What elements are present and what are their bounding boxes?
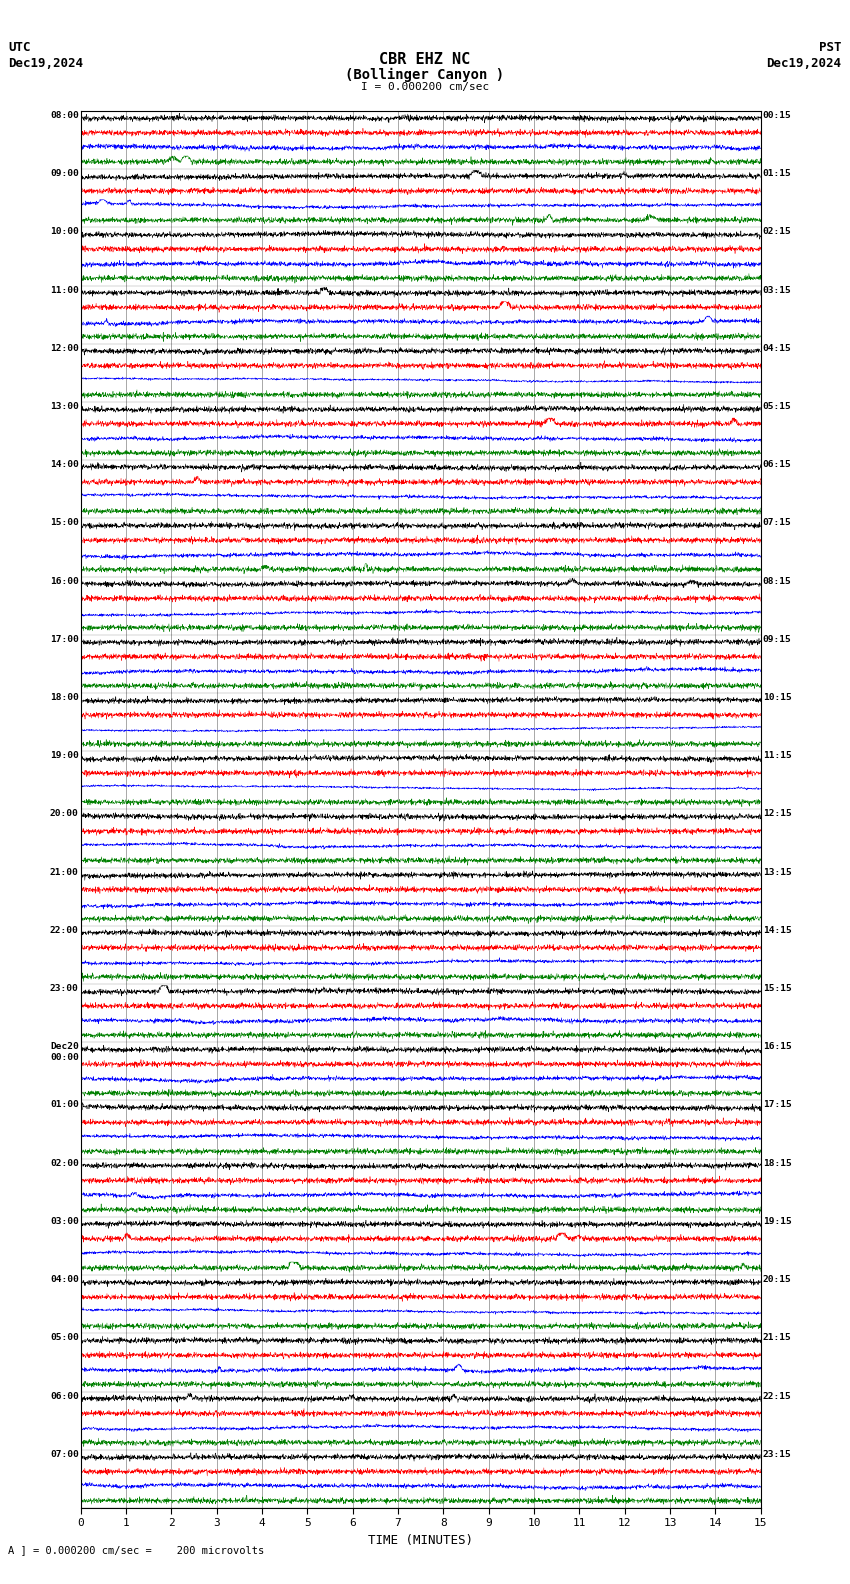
Text: 01:15: 01:15 xyxy=(762,169,791,177)
Text: 04:15: 04:15 xyxy=(762,344,791,353)
Text: 07:15: 07:15 xyxy=(762,518,791,527)
Text: 16:00: 16:00 xyxy=(50,577,79,586)
Text: PST: PST xyxy=(819,41,842,54)
Text: 22:15: 22:15 xyxy=(762,1391,791,1400)
Text: 22:00: 22:00 xyxy=(50,925,79,935)
Text: Dec20
00:00: Dec20 00:00 xyxy=(50,1042,79,1061)
Text: 10:15: 10:15 xyxy=(762,692,791,702)
Text: Dec19,2024: Dec19,2024 xyxy=(8,57,83,70)
Text: 11:15: 11:15 xyxy=(762,751,791,760)
Text: (Bollinger Canyon ): (Bollinger Canyon ) xyxy=(345,68,505,82)
Text: Dec19,2024: Dec19,2024 xyxy=(767,57,842,70)
Text: 17:15: 17:15 xyxy=(762,1101,791,1109)
Text: 21:15: 21:15 xyxy=(762,1334,791,1342)
Text: 16:15: 16:15 xyxy=(762,1042,791,1052)
Text: 08:15: 08:15 xyxy=(762,577,791,586)
Text: 17:00: 17:00 xyxy=(50,635,79,643)
Text: 18:15: 18:15 xyxy=(762,1159,791,1167)
Text: 09:00: 09:00 xyxy=(50,169,79,177)
Text: 12:00: 12:00 xyxy=(50,344,79,353)
Text: 03:15: 03:15 xyxy=(762,285,791,295)
Text: 08:00: 08:00 xyxy=(50,111,79,120)
Text: 13:00: 13:00 xyxy=(50,402,79,410)
Text: 02:15: 02:15 xyxy=(762,227,791,236)
Text: 01:00: 01:00 xyxy=(50,1101,79,1109)
Text: 13:15: 13:15 xyxy=(762,868,791,876)
Text: UTC: UTC xyxy=(8,41,31,54)
Text: 10:00: 10:00 xyxy=(50,227,79,236)
Text: CBR EHZ NC: CBR EHZ NC xyxy=(379,52,471,67)
Text: 15:00: 15:00 xyxy=(50,518,79,527)
Text: 02:00: 02:00 xyxy=(50,1159,79,1167)
Text: 11:00: 11:00 xyxy=(50,285,79,295)
Text: 06:15: 06:15 xyxy=(762,459,791,469)
Text: 23:00: 23:00 xyxy=(50,984,79,993)
Text: 05:00: 05:00 xyxy=(50,1334,79,1342)
Text: 06:00: 06:00 xyxy=(50,1391,79,1400)
Text: 03:00: 03:00 xyxy=(50,1217,79,1226)
Text: 15:15: 15:15 xyxy=(762,984,791,993)
Text: 21:00: 21:00 xyxy=(50,868,79,876)
Text: I = 0.000200 cm/sec: I = 0.000200 cm/sec xyxy=(361,82,489,92)
Text: 19:15: 19:15 xyxy=(762,1217,791,1226)
Text: 04:00: 04:00 xyxy=(50,1275,79,1285)
Text: A ] = 0.000200 cm/sec =    200 microvolts: A ] = 0.000200 cm/sec = 200 microvolts xyxy=(8,1546,264,1555)
Text: 14:00: 14:00 xyxy=(50,459,79,469)
Text: 07:00: 07:00 xyxy=(50,1449,79,1459)
Text: 14:15: 14:15 xyxy=(762,925,791,935)
Text: 23:15: 23:15 xyxy=(762,1449,791,1459)
Text: 19:00: 19:00 xyxy=(50,751,79,760)
Text: 00:15: 00:15 xyxy=(762,111,791,120)
Text: 20:00: 20:00 xyxy=(50,809,79,819)
Text: 12:15: 12:15 xyxy=(762,809,791,819)
Text: 20:15: 20:15 xyxy=(762,1275,791,1285)
Text: 18:00: 18:00 xyxy=(50,692,79,702)
X-axis label: TIME (MINUTES): TIME (MINUTES) xyxy=(368,1533,473,1548)
Text: 05:15: 05:15 xyxy=(762,402,791,410)
Text: 09:15: 09:15 xyxy=(762,635,791,643)
